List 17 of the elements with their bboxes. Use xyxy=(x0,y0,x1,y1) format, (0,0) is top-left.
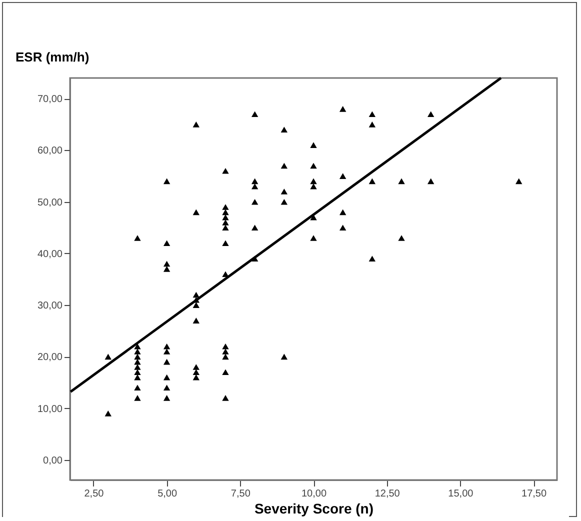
x-tick-label: 7,50 xyxy=(230,488,251,500)
y-tick-label: 0,00 xyxy=(43,455,63,466)
x-tick-label: 17,50 xyxy=(522,488,547,500)
y-tick-label: 60,00 xyxy=(37,146,63,157)
y-tick-label: 30,00 xyxy=(37,300,63,312)
y-tick-label: 70,00 xyxy=(37,94,63,106)
y-axis-title: ESR (mm/h) xyxy=(16,50,90,64)
x-axis-title: Severity Score (n) xyxy=(254,500,374,516)
x-tick-label: 2,50 xyxy=(84,488,104,500)
y-tick-label: 10,00 xyxy=(37,404,63,415)
x-tick-label: 15,00 xyxy=(448,488,474,500)
y-tick-label: 50,00 xyxy=(37,197,63,208)
y-tick-label: 20,00 xyxy=(37,352,63,364)
x-tick-label: 5,00 xyxy=(158,488,178,500)
x-tick-label: 10,00 xyxy=(301,488,327,500)
y-tick-label: 40,00 xyxy=(37,248,63,260)
x-tick-label: 12,50 xyxy=(374,488,400,500)
